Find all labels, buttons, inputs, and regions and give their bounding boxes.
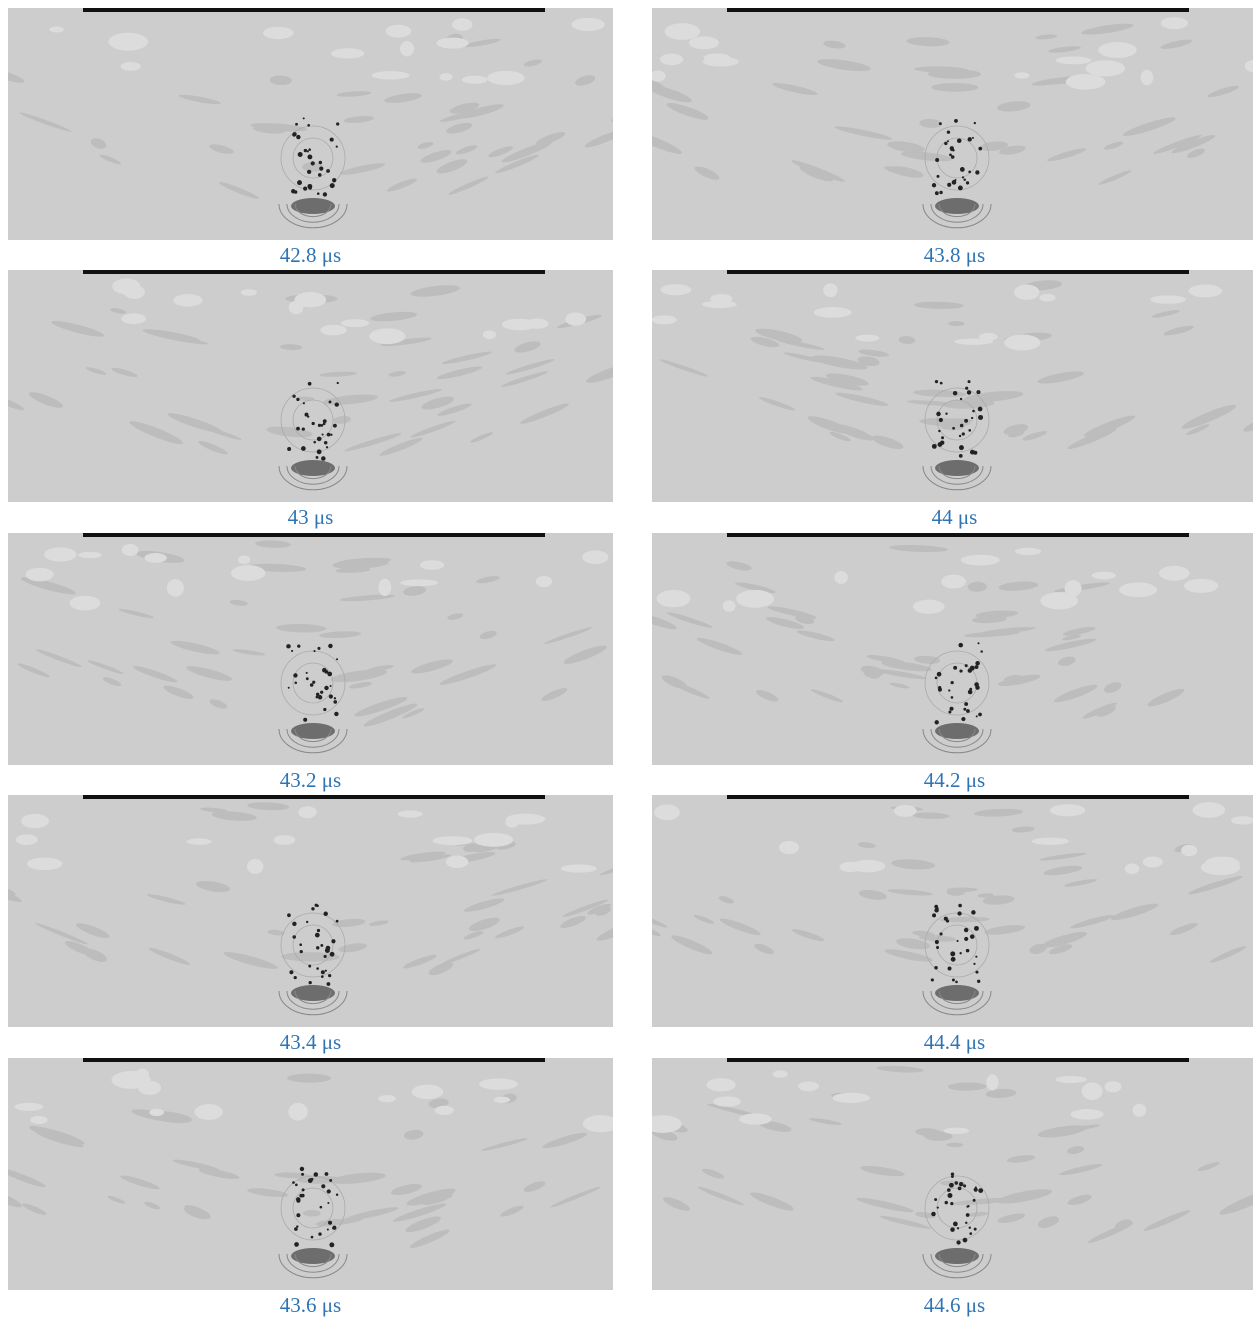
simulation-frame <box>8 8 613 240</box>
frame-caption: 43.6 μs <box>279 1292 342 1317</box>
frame-panel: 43 μs <box>8 270 613 532</box>
frame-panel: 44.4 μs <box>652 795 1253 1057</box>
frame-caption: 44 μs <box>931 505 978 530</box>
frame-caption: 43 μs <box>287 505 334 530</box>
simulation-frame <box>652 270 1253 503</box>
simulation-frame <box>652 795 1253 1028</box>
frame-panel: 43.8 μs <box>652 8 1253 270</box>
frame-panel: 43.6 μs <box>8 1057 613 1320</box>
simulation-frame <box>652 8 1253 240</box>
frame-panel: 42.8 μs <box>8 8 613 270</box>
frame-panel: 44.6 μs <box>652 1057 1253 1320</box>
frame-panel: 43.4 μs <box>8 795 613 1057</box>
frame-caption: 44.6 μs <box>923 1292 986 1317</box>
simulation-frame <box>8 1057 613 1290</box>
simulation-frame <box>8 532 613 765</box>
frame-caption: 42.8 μs <box>279 243 342 267</box>
frame-caption: 44.4 μs <box>923 1030 986 1055</box>
frame-caption: 44.2 μs <box>923 767 986 792</box>
frame-caption: 43.2 μs <box>279 767 342 792</box>
frame-panel: 44 μs <box>652 270 1253 532</box>
simulation-frame <box>8 270 613 503</box>
simulation-frame <box>8 795 613 1028</box>
simulation-frame <box>652 1057 1253 1290</box>
frame-caption: 43.4 μs <box>279 1030 342 1055</box>
frame-panel: 44.2 μs <box>652 532 1253 795</box>
frame-panel: 43.2 μs <box>8 532 613 795</box>
simulation-frame <box>652 532 1253 765</box>
frame-caption: 43.8 μs <box>923 243 986 267</box>
